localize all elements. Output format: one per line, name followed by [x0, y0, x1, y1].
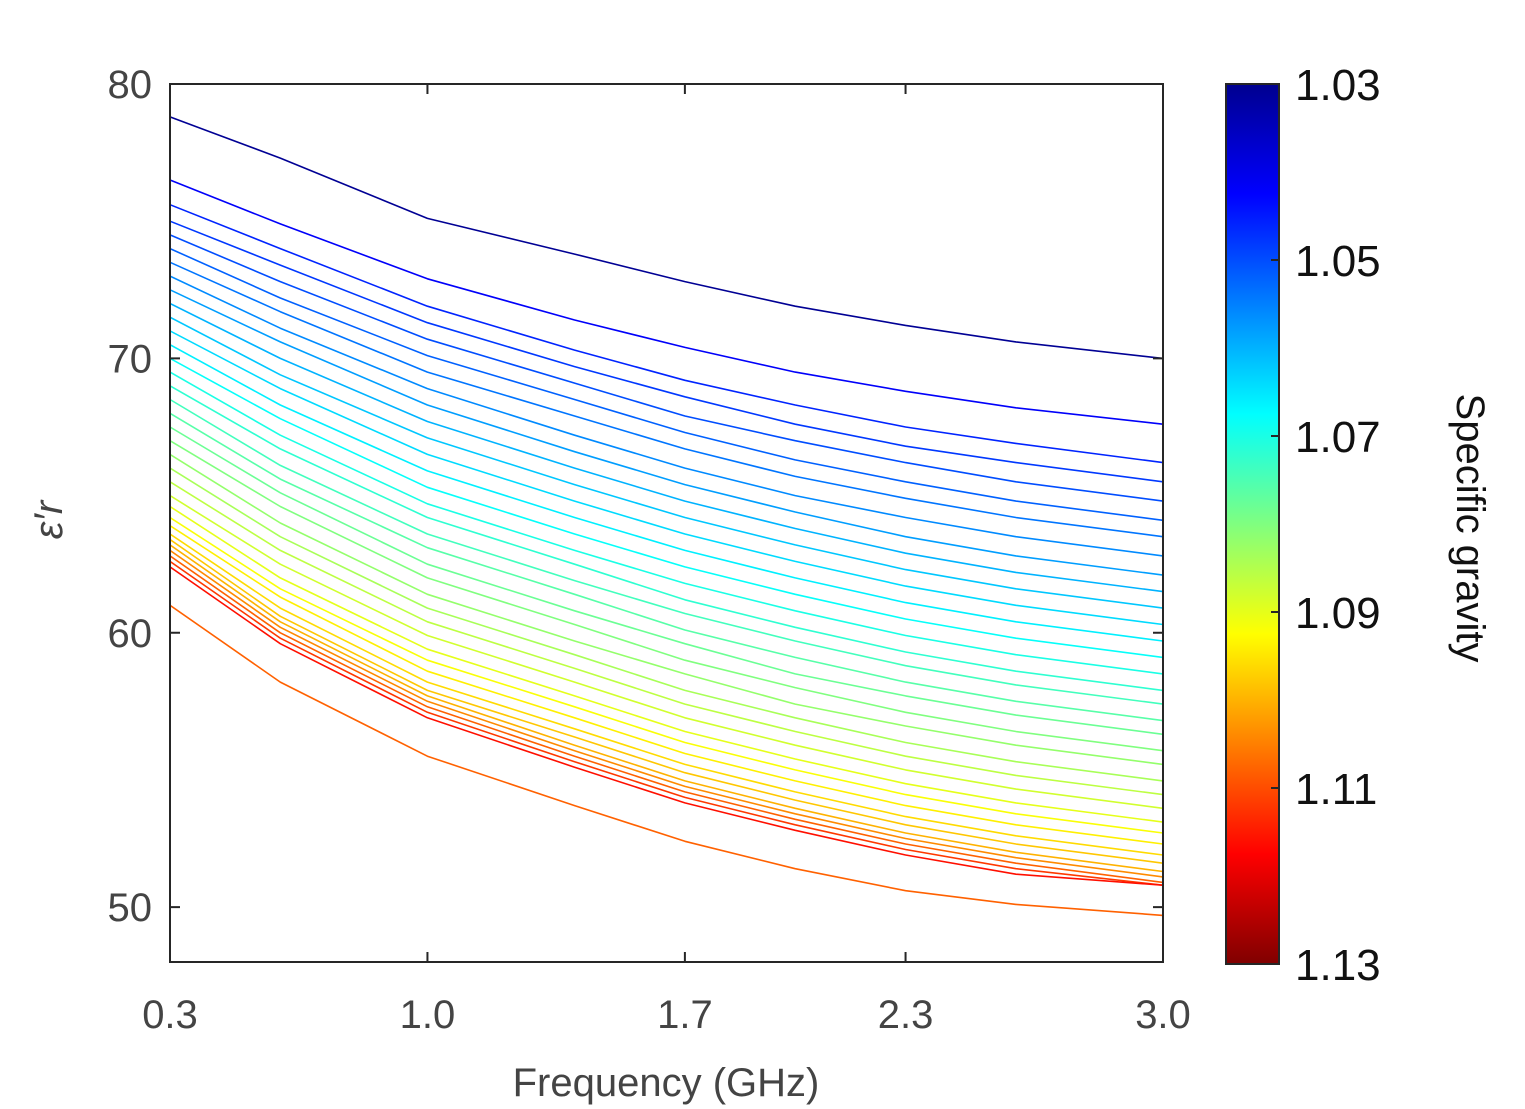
y-tick-label: 70 — [108, 337, 153, 381]
colorbar-tick-label: 1.03 — [1295, 61, 1381, 110]
series-line — [170, 234, 1163, 502]
colorbar — [1225, 83, 1280, 965]
series-line — [170, 566, 1163, 886]
series-line — [170, 398, 1163, 705]
colorbar-tick-label: 1.11 — [1295, 765, 1377, 814]
series-line — [170, 516, 1163, 834]
series-line — [170, 555, 1163, 884]
plot-lines — [170, 116, 1163, 917]
series-line — [170, 549, 1163, 878]
series-line — [170, 275, 1163, 557]
y-tick-label: 80 — [108, 63, 153, 107]
series-line — [170, 357, 1163, 659]
x-ticks: 0.3 1.0 1.7 2.3 3.0 — [142, 84, 1191, 1037]
colorbar-tick-label: 1.13 — [1295, 941, 1381, 990]
colorbar-tick-label: 1.09 — [1295, 589, 1381, 638]
y-tick-label: 60 — [108, 612, 153, 656]
y-axis-title: ε′r — [27, 499, 71, 539]
colorbar-title: Specific gravity — [1448, 394, 1492, 663]
colorbar-tick-label: 1.07 — [1295, 413, 1381, 462]
series-line — [170, 316, 1163, 609]
x-axis-title: Frequency (GHz) — [513, 1061, 820, 1105]
series-line — [170, 203, 1163, 464]
series-line — [170, 302, 1163, 593]
series-line — [170, 533, 1163, 856]
series-line — [170, 604, 1163, 917]
x-tick-label: 2.3 — [878, 993, 934, 1037]
series-line — [170, 426, 1163, 736]
x-tick-label: 1.7 — [657, 993, 713, 1037]
x-tick-label: 3.0 — [1135, 993, 1191, 1037]
colorbar-tick-label: 1.05 — [1295, 237, 1381, 286]
series-line — [170, 544, 1163, 873]
series-line — [170, 179, 1163, 425]
series-line — [170, 261, 1163, 538]
series-line — [170, 494, 1163, 810]
series-line — [170, 343, 1163, 642]
series-line — [170, 116, 1163, 360]
plot-frame — [169, 83, 1164, 963]
series-line — [170, 440, 1163, 752]
series-line — [170, 538, 1163, 864]
series-line — [170, 371, 1163, 675]
y-ticks: 50 60 70 80 — [108, 63, 1163, 930]
series-line — [170, 505, 1163, 823]
series-line — [170, 525, 1163, 845]
series-line — [170, 220, 1163, 483]
series-line — [170, 453, 1163, 766]
series-line — [170, 289, 1163, 576]
colorbar-ticks: 1.03 1.05 1.07 1.09 1.11 1.13 — [1271, 61, 1381, 990]
series-line — [170, 385, 1163, 692]
series-line — [170, 467, 1163, 782]
series-line — [170, 247, 1163, 522]
x-tick-label: 0.3 — [142, 993, 198, 1037]
x-tick-label: 1.0 — [400, 993, 456, 1037]
series-line — [170, 330, 1163, 626]
series-line — [170, 412, 1163, 722]
series-line — [170, 560, 1163, 886]
series-line — [170, 481, 1163, 796]
y-tick-label: 50 — [108, 886, 153, 930]
